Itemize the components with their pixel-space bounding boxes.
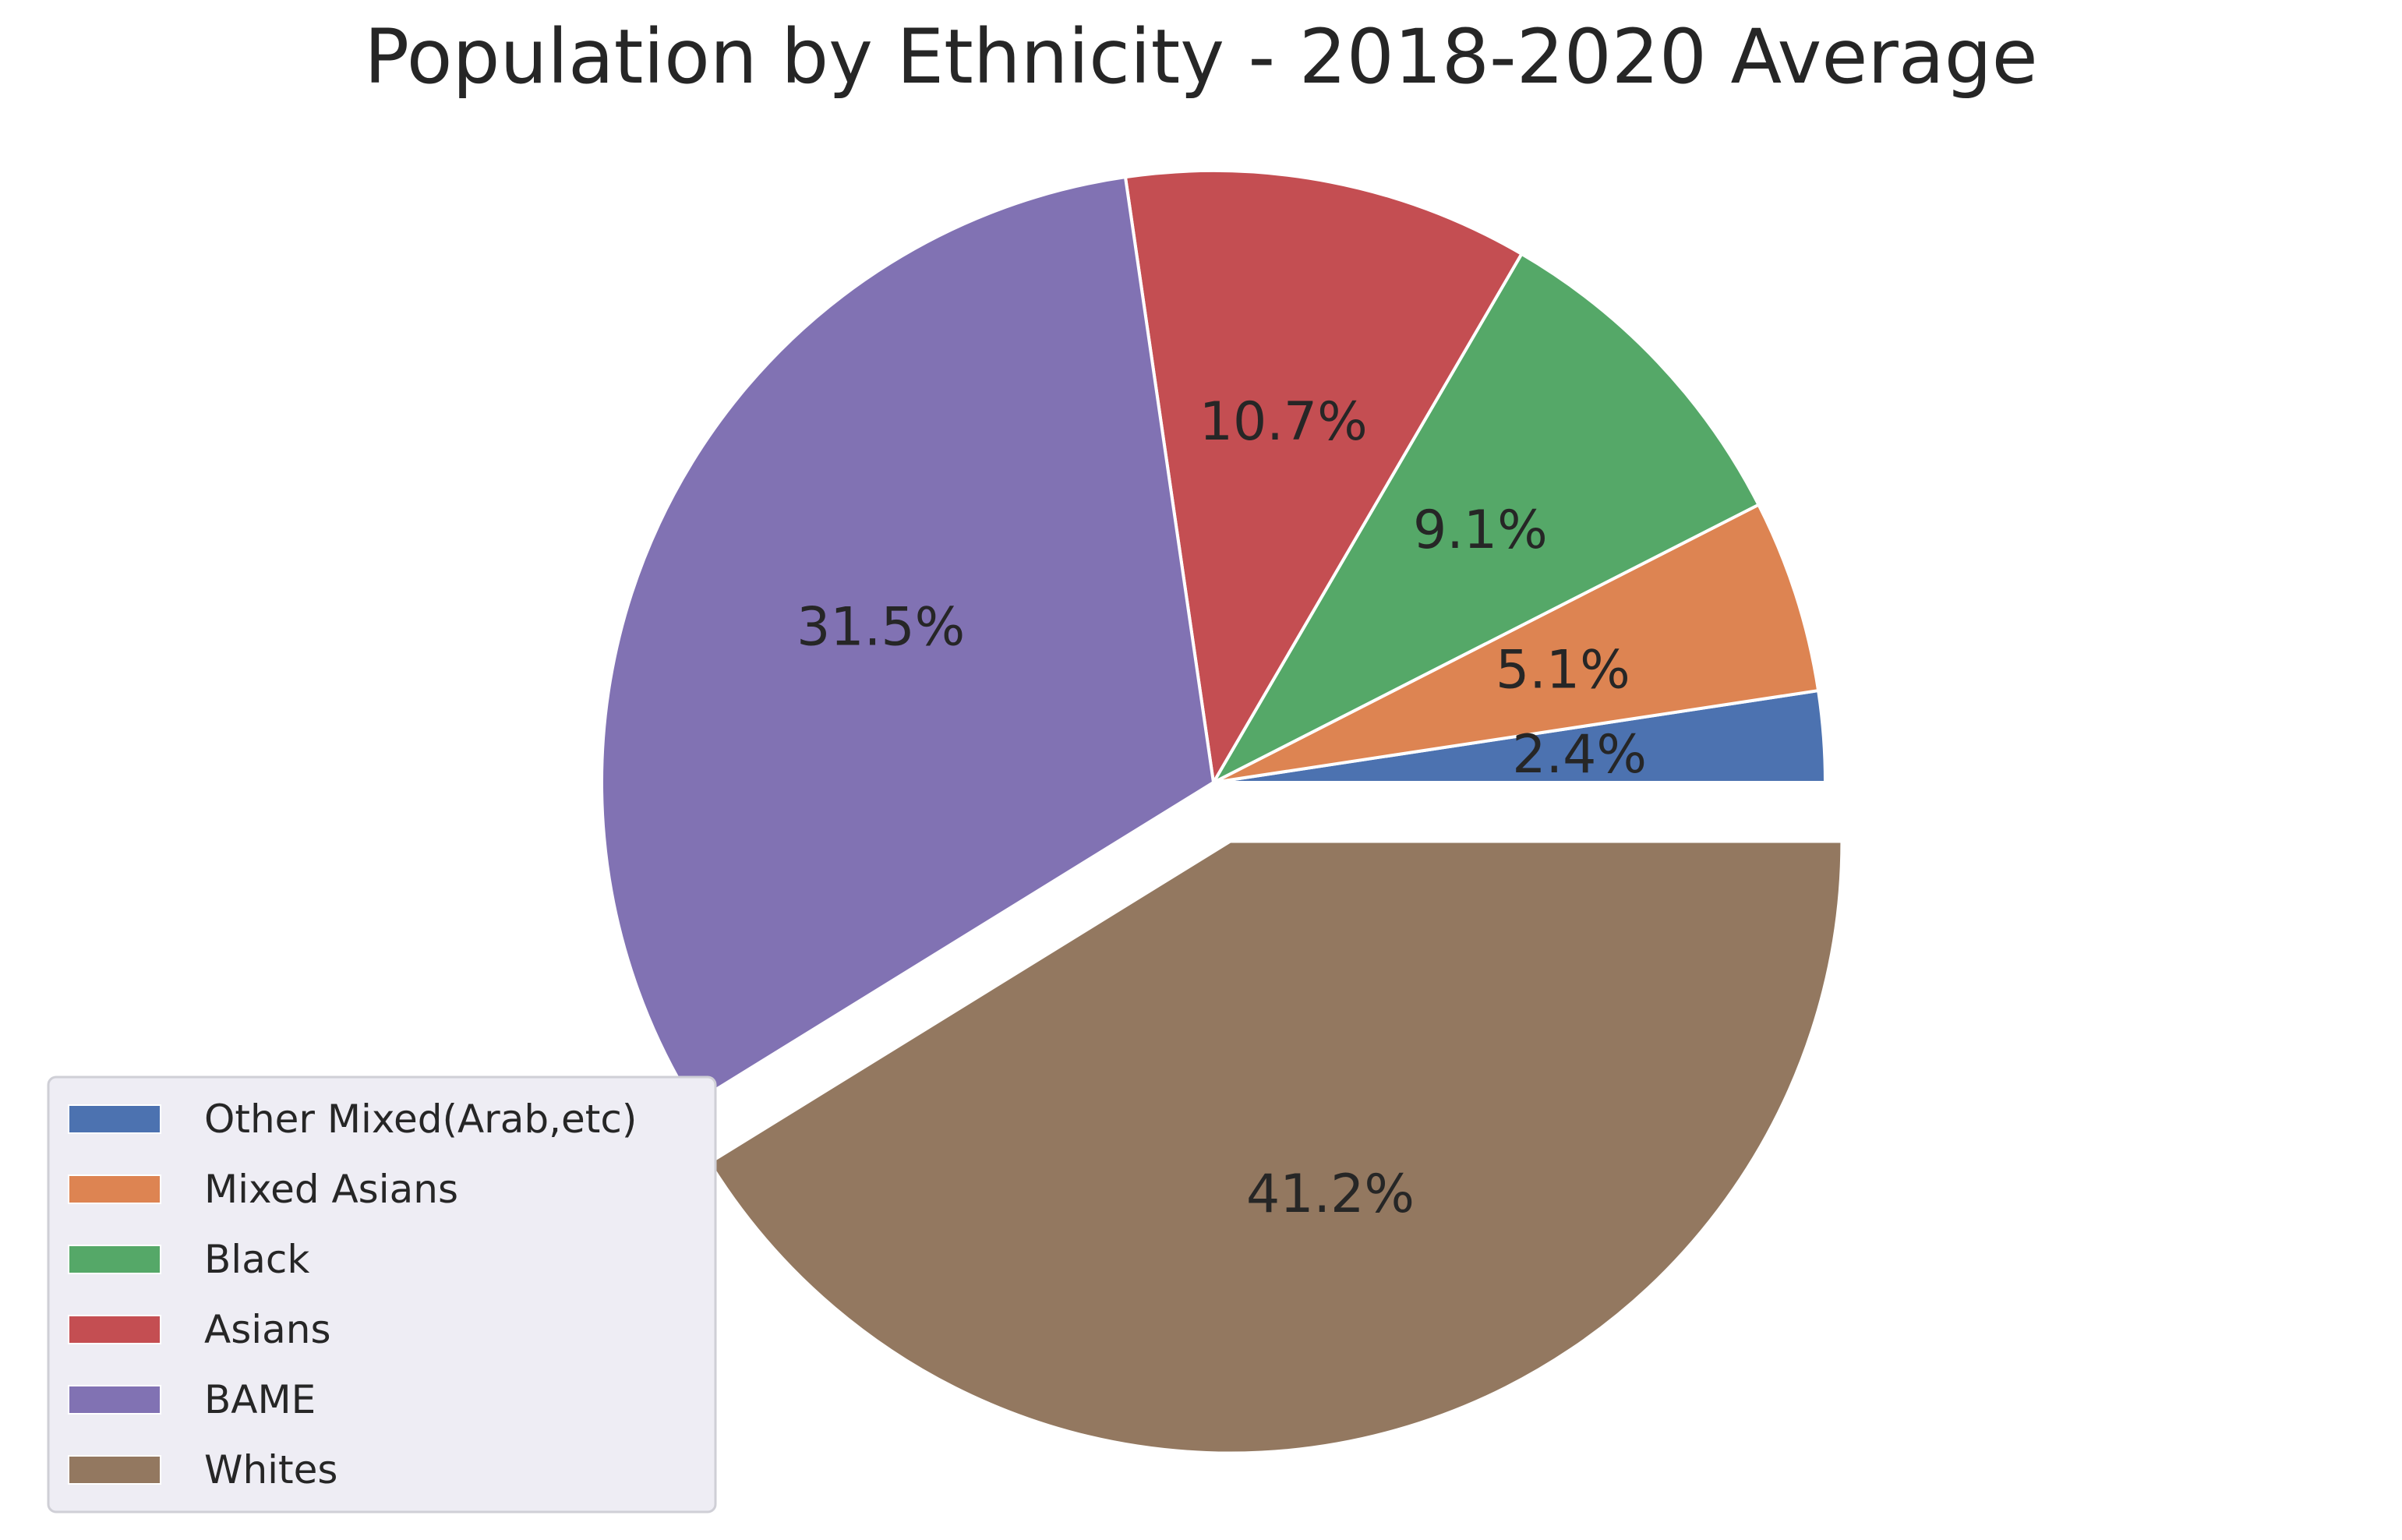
pie-percentage-label: 41.2%: [1246, 1164, 1415, 1225]
legend-label: Asians: [204, 1307, 331, 1352]
legend-item: Asians: [68, 1307, 331, 1352]
legend-swatch: [68, 1104, 161, 1134]
legend-swatch: [68, 1315, 161, 1344]
legend-item: Mixed Asians: [68, 1167, 458, 1212]
legend: Other Mixed(Arab,etc) Mixed Asians Black As…: [47, 1076, 717, 1514]
pie-slice-bame: [600, 175, 1215, 1106]
legend-box: [47, 1076, 717, 1514]
legend-swatch: [68, 1245, 161, 1274]
legend-swatch: [68, 1174, 161, 1204]
pie-percentage-label: 10.7%: [1199, 391, 1368, 453]
legend-label: Other Mixed(Arab,etc): [204, 1097, 637, 1142]
pie-slice-asians: [1123, 169, 1524, 784]
pie-slice-black: [1212, 252, 1761, 784]
pie-slice-whites: [708, 839, 1844, 1455]
pie-percentage-label: 31.5%: [797, 596, 965, 658]
pie-percentage-labels: 2.4% 5.1% 9.1% 10.7% 31.5% 41.2%: [797, 391, 1647, 1225]
legend-swatch: [68, 1455, 161, 1485]
legend-item: BAME: [68, 1377, 316, 1422]
pie-slice-mixed-asians: [1212, 503, 1821, 784]
legend-label: BAME: [204, 1377, 316, 1422]
pie-slices: [600, 169, 1844, 1455]
chart-title: Population by Ethnicity - 2018-2020 Aver…: [364, 13, 2037, 101]
pie-percentage-label: 5.1%: [1496, 639, 1630, 701]
legend-swatch: [68, 1385, 161, 1415]
pie-percentage-label: 9.1%: [1413, 500, 1548, 561]
legend-item: Black: [68, 1237, 309, 1282]
legend-label: Mixed Asians: [204, 1167, 458, 1212]
legend-label: Black: [204, 1237, 309, 1282]
legend-label: Whites: [204, 1447, 337, 1492]
legend-item: Other Mixed(Arab,etc): [68, 1097, 637, 1142]
legend-item: Whites: [68, 1447, 337, 1492]
pie-percentage-label: 2.4%: [1512, 724, 1647, 786]
